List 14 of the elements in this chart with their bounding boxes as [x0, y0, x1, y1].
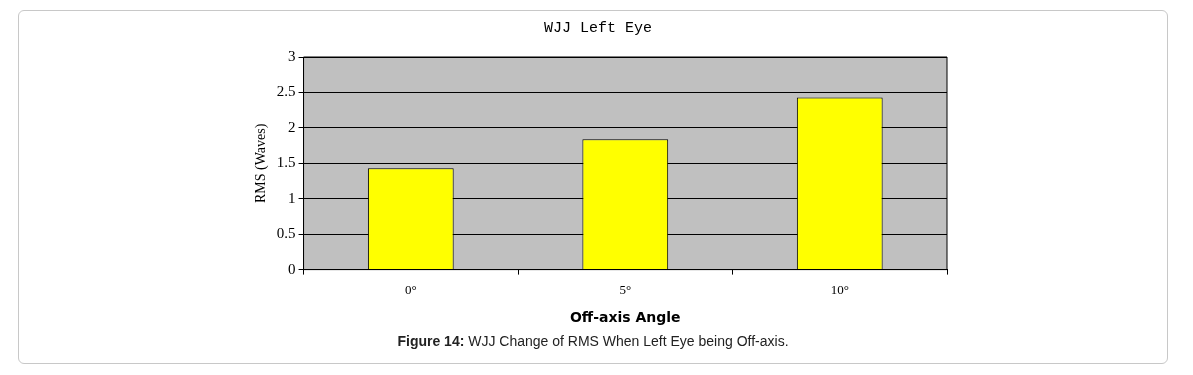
x-tick-label: 5° [619, 281, 632, 297]
x-axis-title: Off-axis Angle [569, 309, 681, 326]
y-tick-label: 2.5 [276, 83, 296, 100]
x-tick-label: 10° [830, 281, 849, 297]
y-tick-label: 1 [288, 189, 296, 206]
y-tick-label: 0 [288, 260, 296, 277]
y-tick-label: 2 [288, 118, 296, 135]
x-tick-label: 0° [404, 281, 417, 297]
y-tick-label: 1.5 [276, 154, 296, 171]
y-axis-title: RMS (Waves) [253, 123, 270, 203]
y-tick-label: 0.5 [276, 225, 296, 242]
y-tick-label: 3 [288, 47, 296, 64]
caption: Figure 14: WJJ Change of RMS When Left Eye being Off-axis. [396, 333, 790, 349]
chart-title: WJJ Left Eye [543, 19, 653, 37]
